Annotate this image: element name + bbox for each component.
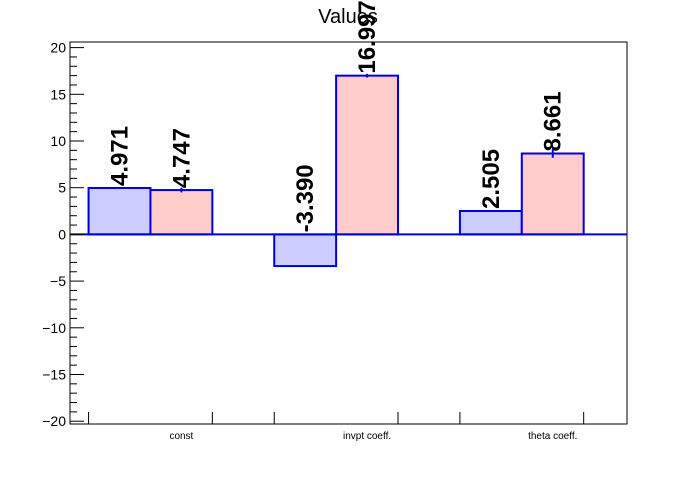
ytick-label: 15 <box>50 86 66 102</box>
data-label-s1-1: -3.390 <box>292 164 319 232</box>
plot-frame <box>69 41 628 425</box>
ytick-label: 0 <box>58 226 66 242</box>
ytick-label: −10 <box>42 320 66 336</box>
bar-s2-2 <box>520 152 585 236</box>
ytick-label: 10 <box>50 133 66 149</box>
data-label-s2-0: 4.747 <box>168 128 195 188</box>
xtick-label: invpt coeff. <box>343 431 391 442</box>
data-label-s2-2: 8.661 <box>540 91 567 151</box>
data-label-s1-0: 4.971 <box>107 126 134 186</box>
chart-title: Values <box>318 6 378 28</box>
ytick-label: −20 <box>42 413 66 429</box>
bar-s1-1 <box>273 233 338 268</box>
bar-s1-0 <box>87 186 152 236</box>
ytick-label: 20 <box>50 40 66 56</box>
xtick-label: const <box>169 431 193 442</box>
bar-s2-0 <box>149 189 214 236</box>
ytick-label: 5 <box>58 180 66 196</box>
ytick-label: −5 <box>50 273 66 289</box>
bar-s1-2 <box>458 210 523 236</box>
ytick-label: −15 <box>42 366 66 382</box>
data-label-s2-1: 16.997 <box>354 0 381 73</box>
data-label-s1-2: 2.505 <box>478 149 505 209</box>
xtick-label: theta coeff. <box>528 431 577 442</box>
bar-s2-1 <box>335 74 400 236</box>
